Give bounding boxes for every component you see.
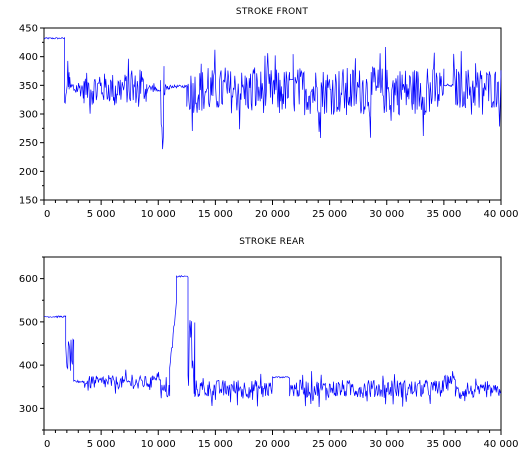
x-tick-label: 25 000 bbox=[312, 439, 347, 450]
x-tick-label: 35 000 bbox=[426, 439, 461, 450]
stroke-rear-tick-labels: 0 5 000 10 000 15 000 20 000 25 000 30 000 35 0… bbox=[19, 274, 519, 450]
stroke-front-ticks bbox=[40, 27, 502, 205]
y-tick-label: 400 bbox=[19, 361, 38, 372]
stroke-rear-chart: STROKE REAR 0 5 000 10 000 15 000 20 000 25 0… bbox=[19, 237, 519, 450]
y-tick-label: 300 bbox=[19, 404, 38, 415]
y-tick-label: 400 bbox=[19, 52, 38, 63]
x-tick-label: 30 000 bbox=[369, 209, 404, 220]
stroke-front-chart: STROKE FRONT 0 5 000 10 000 15 000 20 000 25 … bbox=[19, 7, 519, 220]
x-tick-label: 30 000 bbox=[369, 439, 404, 450]
stroke-rear-plot-area bbox=[43, 256, 502, 431]
x-tick-label: 10 000 bbox=[141, 209, 176, 220]
stroke-front-title: STROKE FRONT bbox=[236, 7, 308, 17]
stroke-front-plot-area bbox=[43, 27, 502, 201]
y-tick-label: 200 bbox=[19, 167, 38, 178]
y-tick-label: 500 bbox=[19, 317, 38, 328]
y-tick-label: 350 bbox=[19, 81, 38, 92]
x-tick-label: 25 000 bbox=[312, 209, 347, 220]
x-tick-label: 35 000 bbox=[426, 209, 461, 220]
stroke-front-tick-labels: 0 5 000 10 000 15 000 20 000 25 000 30 000 35 0… bbox=[19, 24, 519, 221]
x-tick-label: 5 000 bbox=[87, 209, 116, 220]
x-tick-label: 10 000 bbox=[141, 439, 176, 450]
stroke-rear-series-line bbox=[43, 275, 502, 408]
y-tick-label: 150 bbox=[19, 196, 38, 207]
y-tick-label: 300 bbox=[19, 110, 38, 121]
x-tick-label: 40 000 bbox=[484, 209, 519, 220]
x-tick-label: 0 bbox=[44, 209, 50, 220]
stroke-front-series-line bbox=[43, 37, 502, 150]
x-tick-label: 40 000 bbox=[484, 439, 519, 450]
x-tick-label: 20 000 bbox=[255, 209, 290, 220]
x-tick-label: 15 000 bbox=[198, 209, 233, 220]
y-tick-label: 250 bbox=[19, 138, 38, 149]
stroke-rear-title: STROKE REAR bbox=[239, 237, 305, 247]
x-tick-label: 5 000 bbox=[87, 439, 116, 450]
x-tick-label: 15 000 bbox=[198, 439, 233, 450]
y-tick-label: 450 bbox=[19, 24, 38, 35]
y-tick-label: 600 bbox=[19, 274, 38, 285]
stroke-rear-ticks bbox=[40, 256, 502, 435]
x-tick-label: 20 000 bbox=[255, 439, 290, 450]
x-tick-label: 0 bbox=[44, 439, 50, 450]
